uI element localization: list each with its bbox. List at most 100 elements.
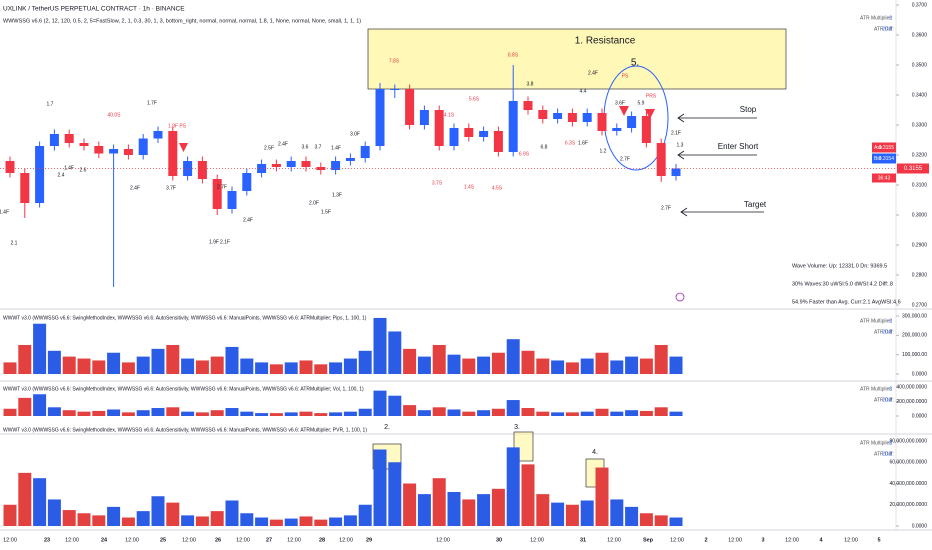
panel-title: WWWT v3.0 (WWWSSG v6.6: SwingMethodIndex… bbox=[3, 386, 364, 392]
candle-body bbox=[671, 168, 681, 176]
x-tick-label: 12:00 bbox=[125, 537, 139, 543]
volume-bar bbox=[121, 362, 135, 374]
candle-body bbox=[641, 116, 651, 143]
volume-bar bbox=[166, 407, 180, 416]
volume-bar bbox=[595, 352, 609, 374]
swing-label: 1.3F bbox=[332, 192, 342, 198]
swing-label: 2.5F bbox=[264, 145, 274, 151]
volume-bar bbox=[491, 408, 505, 416]
volume-bar bbox=[33, 323, 47, 374]
atr-diff-label: ATR Diff: bbox=[874, 451, 894, 457]
x-tick-label: 31 bbox=[580, 537, 586, 543]
volume-bar bbox=[210, 356, 224, 374]
volume-bar bbox=[136, 356, 150, 374]
price-label-box bbox=[897, 163, 929, 174]
swing-label: 3.7 bbox=[315, 144, 322, 150]
candle-body bbox=[183, 161, 193, 176]
stats-line: 30% Waves:30 uWSI:5.0 dWSI:4.2 Diff:.8 bbox=[792, 281, 893, 287]
volume-bar bbox=[255, 413, 269, 416]
volume-bar bbox=[107, 409, 121, 416]
signal-triangle bbox=[179, 143, 188, 152]
volume-bar bbox=[299, 360, 313, 374]
volume-bar bbox=[33, 394, 47, 416]
volume-bar bbox=[536, 358, 550, 374]
swing-label: 3.0F bbox=[350, 131, 360, 137]
x-tick-label: 25 bbox=[160, 537, 166, 543]
x-tick-label: 12:00 bbox=[728, 537, 742, 543]
x-tick-label: 26 bbox=[215, 537, 221, 543]
candle-body bbox=[197, 161, 207, 179]
volume-bar bbox=[388, 462, 402, 526]
y-tick-label: 0.3200 bbox=[912, 152, 928, 158]
x-tick-label: 12:00 bbox=[844, 537, 858, 543]
volume-bar bbox=[18, 472, 32, 526]
volume-bar bbox=[181, 411, 195, 416]
swing-label: 4.4 bbox=[580, 88, 587, 94]
swing-label: 6.9S bbox=[519, 151, 530, 157]
candle-body bbox=[493, 131, 503, 152]
swing-label: 1.4F bbox=[64, 165, 74, 171]
volume-bar bbox=[580, 500, 594, 526]
volume-bar bbox=[477, 410, 491, 416]
volume-bar bbox=[477, 494, 491, 526]
swing-label: 3.6F bbox=[615, 100, 625, 106]
target-label: Target bbox=[744, 200, 767, 209]
x-tick-label: 28 bbox=[319, 537, 325, 543]
callout-number: 5. bbox=[631, 58, 639, 69]
volume-bar bbox=[314, 519, 328, 526]
indicator-settings: WWWSSG v6.6 (2, 12, 120, 0.5, 2, 5=FastS… bbox=[3, 18, 361, 24]
countdown-box bbox=[872, 173, 896, 183]
swing-label: 2.7F bbox=[661, 205, 671, 211]
volume-bar bbox=[610, 360, 624, 374]
y-tick-label: 40,000,000.0000 bbox=[889, 481, 927, 487]
volume-bar bbox=[62, 410, 76, 416]
volume-bar bbox=[166, 502, 180, 526]
x-tick-label: 12:00 bbox=[182, 537, 196, 543]
atr-diff-value: 20.3 bbox=[882, 397, 892, 403]
volume-bar bbox=[432, 407, 446, 416]
x-tick-label: 12:00 bbox=[236, 537, 250, 543]
volume-bar bbox=[107, 352, 121, 374]
volume-bar bbox=[403, 348, 417, 374]
volume-bar bbox=[92, 515, 106, 526]
candle-body bbox=[331, 161, 341, 170]
symbol-title: UXLINK / TetherUS PERPETUAL CONTRACT · 1… bbox=[3, 6, 185, 13]
resistance-zone bbox=[367, 28, 787, 90]
candle-body bbox=[271, 164, 281, 167]
x-tick-label: 12:00 bbox=[3, 537, 17, 543]
y-tick-label: 0.0000 bbox=[912, 523, 928, 529]
volume-bar bbox=[240, 513, 254, 526]
atr-multiplier-label: ATR Multiplier: bbox=[860, 440, 892, 446]
volume-bar bbox=[284, 412, 298, 416]
volume-bar bbox=[314, 364, 328, 374]
volume-bar bbox=[210, 410, 224, 416]
swing-label: 6.3S bbox=[565, 140, 576, 146]
y-tick-label: 200,000.00 bbox=[902, 333, 927, 339]
candle-body bbox=[390, 89, 400, 90]
x-tick-label: 23 bbox=[44, 537, 50, 543]
swing-label: 2.6 bbox=[80, 167, 87, 173]
volume-bar bbox=[121, 517, 135, 526]
atr-diff-label: ATR Diff: bbox=[874, 397, 894, 403]
volume-bar bbox=[284, 518, 298, 526]
volume-bar bbox=[225, 346, 239, 374]
stats-line: Wave Volume: Up: 12331.0 Dn: 9369.5 bbox=[792, 263, 887, 269]
volume-bar bbox=[92, 360, 106, 374]
swing-label: 2.4F bbox=[243, 217, 253, 223]
volume-bar bbox=[462, 499, 476, 526]
volume-bar bbox=[536, 411, 550, 416]
volume-bar bbox=[388, 395, 402, 416]
candle-body bbox=[612, 128, 622, 131]
candle-body bbox=[656, 143, 666, 176]
volume-bar bbox=[358, 504, 372, 526]
candle-body bbox=[64, 134, 74, 143]
atr-diff-label: ATR Diff: bbox=[874, 329, 894, 335]
atr-multiplier-value: 3 bbox=[889, 318, 892, 324]
swing-label: PRS bbox=[646, 93, 657, 99]
volume-bar bbox=[491, 352, 505, 374]
candle-body bbox=[627, 116, 637, 128]
candle-body bbox=[405, 89, 415, 125]
swing-label: 5.6S bbox=[469, 96, 480, 102]
arrows bbox=[677, 113, 764, 217]
